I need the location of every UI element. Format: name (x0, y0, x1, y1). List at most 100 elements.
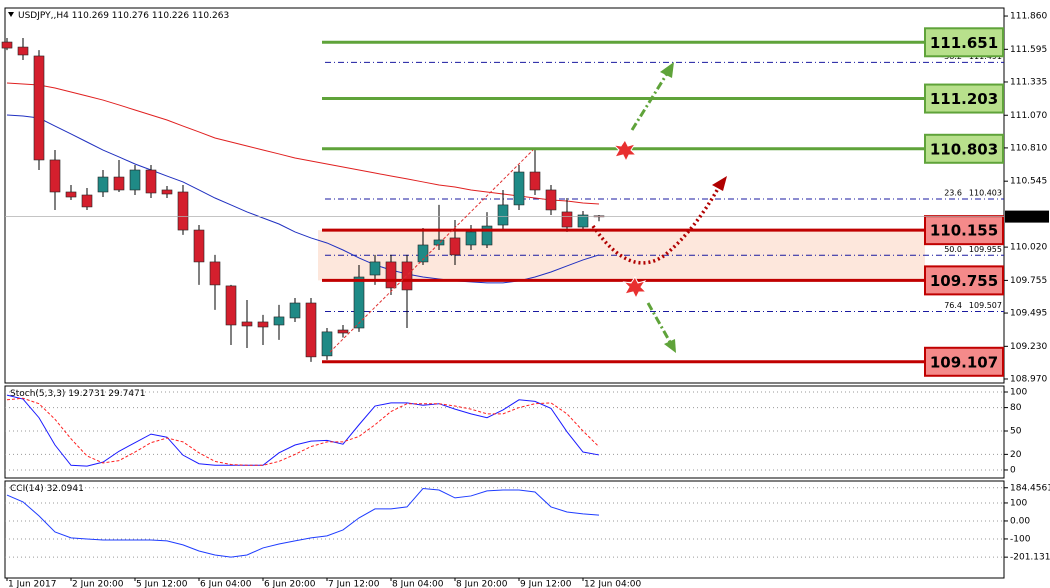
candle-body (225, 285, 237, 326)
y-tick-label: 0.00 (1010, 516, 1030, 526)
arrow (646, 302, 672, 343)
indicator-title: Stoch(5,3,3) (10, 389, 65, 399)
x-tick-label: 7 Jun 12:00 (328, 580, 380, 588)
y-tick-label: 111.335 (1010, 77, 1047, 87)
indicator-value: 19.2731 (68, 389, 105, 399)
candle-body (193, 229, 205, 263)
level-box (924, 265, 1004, 296)
candle-body (481, 225, 493, 246)
indicator-line (6, 488, 600, 558)
cci-panel (4, 480, 1005, 579)
high-value: 110.276 (112, 11, 149, 21)
candle-body (513, 171, 525, 206)
y-tick-label: 111.860 (1010, 12, 1047, 22)
chart-header: USDJPY,,H4 110.269 110.276 110.226 110.2… (18, 11, 229, 21)
candle-body (81, 194, 93, 208)
x-tick-label: 6 Jun 04:00 (200, 580, 252, 588)
indicator-title: CCI(14) (10, 484, 44, 494)
candle-body (97, 176, 109, 193)
level-label: 111.651 (930, 34, 998, 52)
y-tick-label: 110.020 (1010, 243, 1047, 253)
break-marker (612, 139, 638, 163)
y-tick-label: 110.545 (1010, 177, 1047, 187)
indicator-line (6, 394, 600, 467)
level-label: 109.107 (930, 353, 998, 371)
moving-average (6, 114, 600, 284)
x-tick-label: 9 Jun 12:00 (520, 580, 572, 588)
moving-average (6, 82, 600, 205)
arrow-head (712, 176, 727, 191)
candle-body (353, 276, 365, 329)
fib-ratio: 76.4 (944, 301, 962, 310)
y-tick-label: 184.4561 (1010, 483, 1050, 493)
candle-body (529, 171, 541, 191)
trend-line (329, 149, 534, 353)
cci-header: CCI(14) 32.0941 (10, 484, 84, 494)
x-tick-label: 6 Jun 20:00 (264, 580, 316, 588)
candle-body (241, 321, 253, 327)
candle-body (49, 159, 61, 193)
open-value: 110.269 (72, 11, 109, 21)
level-box (924, 133, 1004, 164)
candle-body (1, 41, 13, 49)
candle-body (33, 55, 45, 161)
fib-price: 109.955 (969, 245, 1002, 254)
candle-body (449, 237, 461, 256)
candle-body (65, 191, 77, 198)
menu-icon (8, 12, 14, 17)
candle-body (369, 261, 381, 276)
fib-price: 110.403 (969, 189, 1002, 198)
level-label: 110.155 (930, 222, 998, 240)
y-tick-label: 100 (1010, 388, 1027, 398)
level-label: 111.203 (930, 90, 998, 108)
level-box (924, 83, 1004, 114)
break-marker (622, 276, 648, 300)
level-box (924, 215, 1004, 246)
y-tick-label: 111.070 (1010, 111, 1047, 121)
level-label: 109.755 (930, 272, 998, 290)
candle-body (273, 316, 285, 326)
candle-body (113, 176, 125, 191)
candle-body (337, 329, 349, 334)
candle-body (17, 46, 29, 56)
stoch-header: Stoch(5,3,3) 19.2731 29.7471 (10, 389, 146, 399)
candle-body (433, 239, 445, 246)
candle-body (577, 214, 589, 228)
y-tick-label: 111.595 (1010, 45, 1047, 55)
level-label: 110.803 (930, 140, 998, 158)
stoch-panel (4, 385, 1005, 479)
symbol: USDJPY,,H4 (18, 11, 69, 21)
x-tick-label: 12 Jun 04:00 (584, 580, 641, 588)
y-tick-label: 80 (1010, 403, 1022, 413)
y-tick-label: -201.1312 (1010, 553, 1050, 563)
candle-body (161, 189, 173, 195)
candle-body (545, 189, 557, 211)
main-panel (4, 7, 1005, 384)
candle-body (561, 211, 573, 228)
y-tick-label: 50 (1010, 426, 1022, 436)
level-box (924, 27, 1004, 58)
y-tick-label: 20 (1010, 450, 1022, 460)
candle-body (289, 302, 301, 319)
candle-body (321, 331, 333, 357)
close-value: 110.263 (192, 11, 229, 21)
x-tick-label: 1 Jun 2017 (8, 580, 56, 588)
y-tick-label: 108.970 (1010, 374, 1047, 384)
fib-ratio: 23.6 (944, 189, 962, 198)
y-tick-label: 109.495 (1010, 309, 1047, 319)
price-box (1005, 210, 1049, 223)
x-tick-label: 2 Jun 20:00 (72, 580, 124, 588)
candle-body (145, 169, 157, 194)
y-tick-label: -100 (1010, 534, 1031, 544)
y-tick-label: 109.755 (1010, 276, 1047, 286)
indicator-line (6, 397, 600, 466)
y-tick-label: 110.810 (1010, 143, 1047, 153)
indicator-value: 29.7471 (108, 389, 145, 399)
arrow-head (660, 62, 674, 78)
y-tick-label: 100 (1010, 498, 1027, 508)
candle-body (401, 261, 413, 291)
fib-price: 109.507 (969, 301, 1002, 310)
candle-body (385, 261, 397, 289)
